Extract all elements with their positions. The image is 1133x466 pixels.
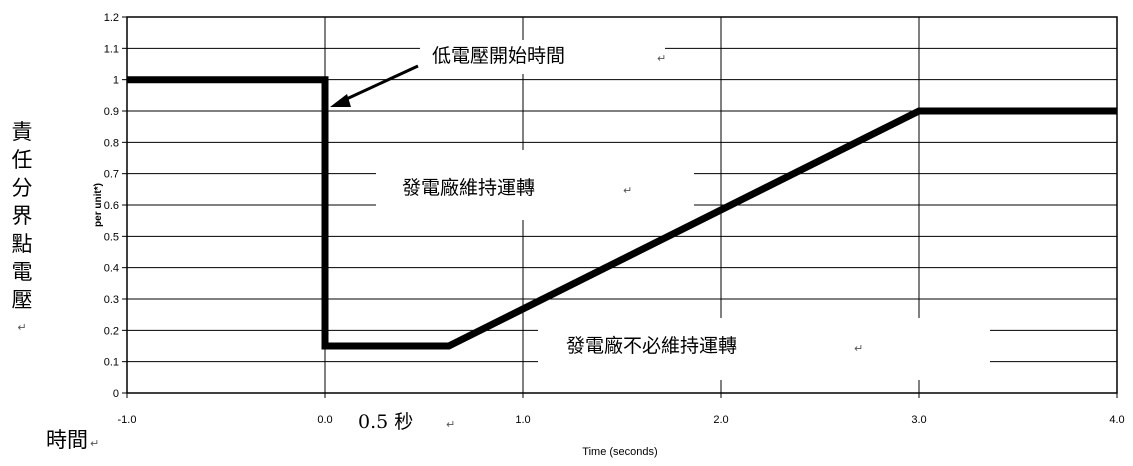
y-tick-label: 0.4 [104,263,119,275]
x-tick-label: 4.0 [1109,414,1124,426]
annotation-box [376,150,694,220]
y-tick-label: 1.2 [104,12,119,24]
y-axis-label: per unit*) [93,183,104,227]
annotation-backgrounds [376,40,990,380]
y-tick-label: 0.3 [104,294,119,306]
y-side-label-char: 點 [11,232,33,256]
y-side-label-char: 責 [11,120,33,144]
annotation-low-voltage-start-text: 低電壓開始時間 [432,45,565,67]
annotation-low-voltage-start: 低電壓開始時間 ↵ [432,45,666,67]
annotation-duration: 0.5 秒 ↵ [358,411,455,433]
y-side-label-char: 分 [11,176,33,200]
return-mark: ↵ [854,342,863,355]
annotation-must-stay-text: 發電廠維持運轉 [402,176,535,199]
y-tick-label: 0.1 [104,357,119,369]
y-tick-label: 0.7 [104,169,119,181]
y-tick-label: 0.2 [104,325,119,337]
y-side-label-char: 界 [11,204,33,228]
x-axis-label: Time (seconds) [582,446,657,458]
annotation-need-not-stay-text: 發電廠不必維持運轉 [566,334,737,357]
x-tick-label: 0.0 [317,414,332,426]
return-mark: ↵ [17,321,27,334]
y-tick-label: 1.1 [104,43,119,55]
annotation-need-not-stay: 發電廠不必維持運轉 ↵ [566,334,863,357]
y-tick-label: 1 [113,75,119,87]
y-side-label-char: 任 [11,148,33,172]
y-side-label: 責 任 分 界 點 電 壓 ↵ [10,118,34,342]
x-side-label: 時間 ↵ [46,428,99,452]
return-mark: ↵ [90,437,99,450]
y-tick-label: 0 [113,388,119,400]
x-tick-label: 2.0 [713,414,728,426]
y-tick-label: 0.5 [104,231,119,243]
arrow-pointer [330,64,419,107]
annotation-duration-text: 0.5 秒 [358,411,413,433]
series-line [127,76,1117,350]
x-tick-label: 1.0 [515,414,530,426]
x-tick-label: 3.0 [911,414,926,426]
y-tick-label: 0.9 [104,106,119,118]
x-tick-label: -1.0 [118,414,137,426]
x-tick-labels: -1.0 0.0 1.0 2.0 3.0 4.0 [118,414,1125,426]
y-tick-labels: 0 0.1 0.2 0.3 0.4 0.5 0.6 0.7 0.8 0.9 1 1.1 1.2 [104,12,119,400]
y-side-label-char: 壓 [11,288,33,312]
annotation-box [538,318,990,380]
y-tick-label: 0.6 [104,200,119,212]
annotation-must-stay: 發電廠維持運轉 ↵ [402,176,632,199]
return-mark: ↵ [446,418,455,431]
y-tick-label: 0.8 [104,137,119,149]
return-mark: ↵ [623,184,632,197]
y-side-label-char: 電 [11,260,33,284]
annotation-box [420,40,665,74]
x-side-label-text: 時間 [46,428,88,452]
axes [122,16,1118,398]
return-mark: ↵ [657,52,666,65]
